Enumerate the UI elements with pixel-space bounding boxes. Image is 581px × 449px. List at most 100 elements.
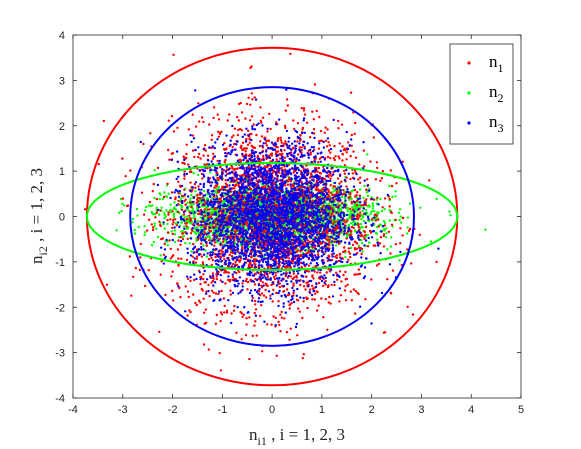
point-n2: [144, 231, 147, 234]
point-n1: [226, 219, 230, 222]
point-n1: [253, 283, 257, 286]
point-n1: [166, 218, 169, 222]
point-n1: [345, 185, 348, 188]
point-n1: [279, 139, 283, 142]
point-n2: [349, 222, 353, 225]
point-n1: [202, 343, 206, 346]
point-n2: [369, 212, 372, 216]
point-n1: [366, 245, 370, 248]
point-n1: [382, 234, 385, 238]
point-n1: [227, 278, 230, 282]
point-n2: [223, 200, 226, 203]
point-n2: [361, 250, 364, 253]
point-n1: [343, 289, 347, 292]
point-n2: [153, 169, 156, 172]
point-n1: [242, 201, 245, 204]
point-n1: [176, 282, 179, 285]
point-n1: [199, 301, 202, 304]
point-n2: [151, 212, 154, 215]
point-n1: [302, 109, 306, 112]
point-n2: [294, 232, 297, 235]
point-n1: [344, 249, 347, 252]
point-n2: [340, 195, 344, 199]
point-n1: [349, 177, 352, 181]
point-n2: [210, 211, 214, 214]
point-n1: [313, 270, 316, 273]
point-n1: [177, 239, 180, 242]
point-n2: [193, 227, 196, 230]
point-n2: [330, 204, 334, 208]
point-n1: [346, 219, 349, 222]
point-n2: [380, 209, 384, 213]
point-n1: [246, 143, 250, 146]
point-n1: [345, 151, 348, 154]
point-n2: [358, 188, 362, 191]
point-n1: [240, 338, 243, 341]
point-n2: [400, 221, 403, 224]
point-n1: [214, 255, 217, 259]
point-n1: [193, 278, 196, 282]
point-n1: [365, 198, 368, 201]
point-n1: [374, 219, 378, 222]
point-n2: [298, 198, 302, 201]
point-n1: [305, 121, 309, 125]
point-n1: [132, 275, 135, 279]
point-n2: [195, 226, 199, 229]
point-n1: [164, 293, 167, 297]
point-n1: [233, 127, 237, 130]
point-n1: [315, 290, 318, 293]
point-n1: [275, 223, 278, 227]
point-n2: [162, 223, 165, 226]
point-n2: [296, 218, 300, 221]
point-n1: [195, 255, 199, 258]
point-n1: [228, 253, 231, 257]
point-n1: [374, 178, 378, 181]
point-n2: [294, 230, 297, 233]
point-n2: [374, 231, 378, 235]
point-n1: [250, 255, 253, 258]
point-n2: [353, 207, 357, 211]
point-n1: [411, 313, 415, 316]
point-n1: [253, 324, 256, 327]
point-n1: [338, 300, 341, 303]
point-n2: [180, 221, 184, 224]
point-n2: [202, 201, 205, 204]
point-n1: [280, 141, 283, 144]
point-n2: [449, 214, 452, 217]
point-n2: [150, 243, 154, 247]
point-n1: [337, 233, 340, 236]
point-n1: [344, 221, 347, 224]
point-n1: [215, 313, 218, 317]
point-n1: [210, 281, 213, 284]
point-n1: [201, 224, 205, 227]
point-n1: [204, 237, 207, 240]
point-n2: [389, 245, 393, 248]
point-n1: [102, 119, 106, 123]
point-n2: [361, 209, 364, 213]
point-n1: [97, 162, 101, 166]
point-n1: [279, 136, 282, 139]
point-n2: [386, 248, 389, 251]
point-n2: [163, 217, 166, 220]
point-n1: [214, 223, 218, 226]
point-n1: [305, 164, 308, 167]
point-n1: [265, 144, 269, 147]
point-n1: [230, 255, 234, 258]
point-n2: [167, 192, 170, 195]
point-n1: [139, 242, 142, 246]
point-n1: [190, 229, 194, 232]
point-n1: [210, 256, 213, 260]
point-n2: [334, 244, 338, 247]
point-n1: [328, 144, 331, 147]
point-n1: [272, 315, 275, 318]
point-n2: [137, 225, 140, 229]
point-n1: [230, 136, 234, 139]
point-n1: [197, 224, 201, 227]
point-n1: [169, 247, 172, 251]
point-n1: [189, 232, 193, 235]
point-n2: [355, 210, 358, 213]
point-n1: [191, 255, 194, 258]
point-n1: [267, 139, 271, 143]
point-n1: [168, 158, 171, 161]
point-n1: [216, 176, 219, 180]
